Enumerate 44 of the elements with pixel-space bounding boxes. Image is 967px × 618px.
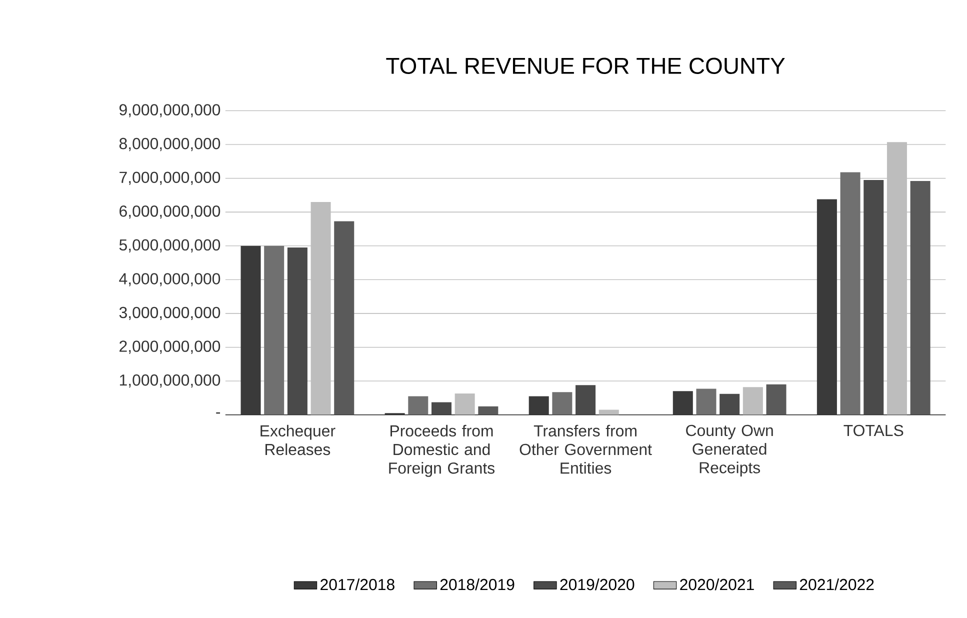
legend-label: 2021/2022: [800, 578, 874, 590]
bar: [840, 172, 860, 416]
bar: [240, 246, 261, 416]
x-tick-label: Exchequer Releases: [260, 425, 336, 456]
bar: [264, 246, 284, 416]
bar: [334, 221, 354, 416]
y-tick-label: 8,000,000,000: [119, 138, 220, 152]
bar: [886, 142, 907, 416]
legend-label: 2017/2018: [320, 578, 394, 590]
bar: [696, 389, 716, 416]
y-tick-label: 4,000,000,000: [119, 273, 220, 286]
bar: [287, 248, 308, 416]
x-tick-label: Proceeds from Domestic and Foreign Grants: [389, 425, 495, 478]
bar: [310, 202, 331, 416]
bar: [816, 199, 837, 416]
bar: [598, 410, 619, 416]
bar: [672, 391, 693, 416]
bar: [766, 384, 786, 416]
y-tick-label: 6,000,000,000: [120, 206, 220, 219]
y-tick-label: 3,000,000,000: [119, 307, 220, 320]
bar: [454, 394, 475, 416]
bar: [864, 180, 884, 416]
y-tick-label: 1,000,000,000: [120, 374, 220, 388]
bar: [552, 392, 572, 416]
y-tick-label: 9,000,000,000: [120, 104, 220, 118]
bar: [720, 394, 740, 416]
bar: [408, 396, 428, 416]
y-tick-label: 7,000,000,000: [120, 172, 220, 186]
x-tick-label: County Own Generated Receipts: [686, 425, 773, 477]
y-tick-label: 2,000,000,000: [120, 340, 220, 354]
y-tick-label: 5,000,000,000: [119, 240, 220, 253]
bar: [528, 396, 549, 416]
bar: [742, 387, 763, 416]
x-tick-label: TOTALS: [844, 425, 904, 436]
bar: [478, 406, 498, 416]
bar: [431, 402, 452, 416]
legend-label: 2020/2021: [680, 578, 754, 590]
legend-label: 2018/2019: [440, 578, 514, 590]
bar: [910, 181, 930, 416]
chart-title: TOTAL REVENUE FOR THE COUNTY: [386, 58, 785, 74]
x-tick-label: Transfers from Other Government Entities: [520, 425, 652, 474]
y-tick-label: -: [216, 412, 220, 414]
bar: [576, 385, 596, 416]
legend-label: 2019/2020: [560, 578, 634, 590]
